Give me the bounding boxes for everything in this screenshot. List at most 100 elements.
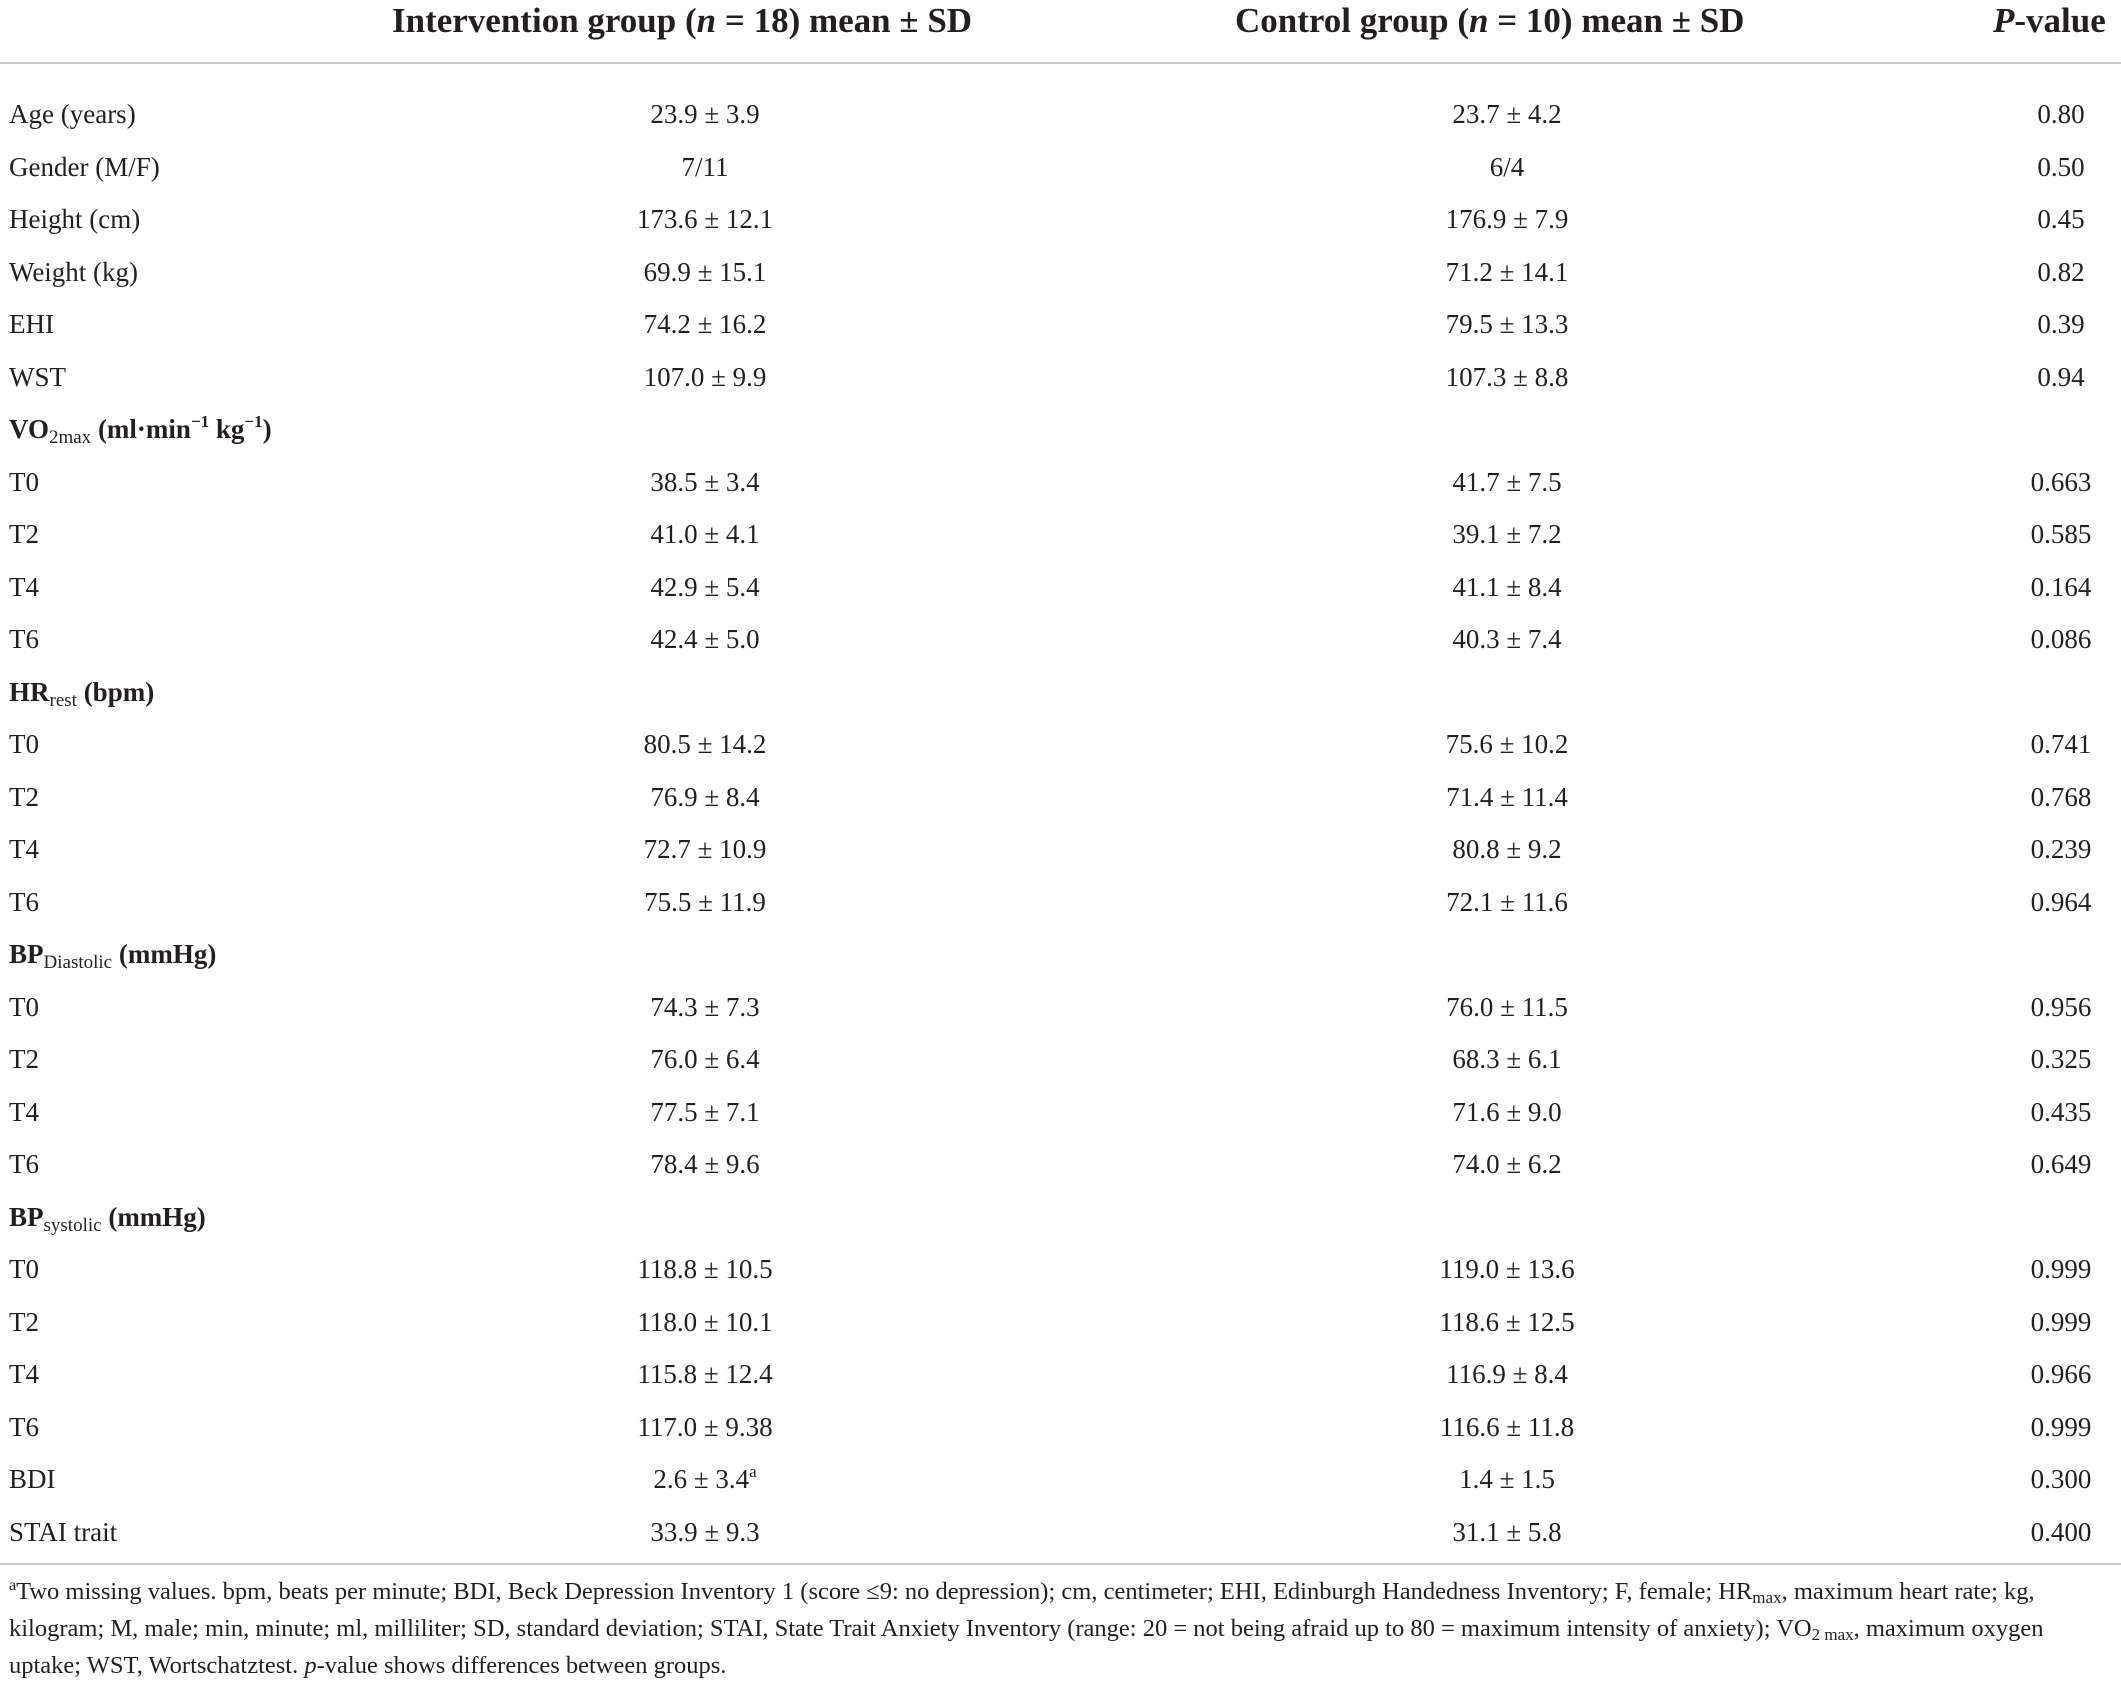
- intervention-value: 69.9 ± 15.1: [643, 256, 767, 287]
- row-label: T0: [9, 1254, 39, 1284]
- footnote-marker: a: [749, 1462, 757, 1481]
- intervention-value: 7/11: [681, 151, 729, 182]
- intervention-value: 80.5 ± 14.2: [643, 729, 767, 759]
- p-value: 0.956: [2030, 991, 2092, 1022]
- control-value: 71.6 ± 9.0: [1452, 1096, 1562, 1127]
- section-header-hr-rest: HRrest (bpm): [0, 666, 2121, 719]
- p-value: 0.768: [2030, 781, 2092, 812]
- row-label: T6: [9, 886, 39, 917]
- control-value: 74.0 ± 6.2: [1452, 1149, 1562, 1179]
- row-label: T2: [9, 781, 39, 812]
- p-value: 0.80: [2037, 99, 2085, 129]
- table-row: Height (cm) 173.6 ± 12.1 176.9 ± 7.9 0.4…: [0, 193, 2121, 246]
- row-label: STAI trait: [9, 1516, 118, 1547]
- p-value: 0.999: [2030, 1306, 2092, 1337]
- section-header-bp-systolic: BPsystolic (mmHg): [0, 1191, 2121, 1244]
- row-label: T0: [9, 991, 39, 1022]
- control-value: 79.5 ± 13.3: [1445, 309, 1569, 339]
- row-label: T0: [9, 466, 39, 497]
- p-value: 0.39: [2037, 309, 2085, 339]
- intervention-value: 118.0 ± 10.1: [637, 1306, 773, 1337]
- table-row: T6 78.4 ± 9.6 74.0 ± 6.2 0.649: [0, 1138, 2121, 1191]
- intervention-value: 118.8 ± 10.5: [637, 1254, 773, 1284]
- row-label: Age (years): [9, 99, 136, 129]
- intervention-value: 72.7 ± 10.9: [643, 834, 767, 864]
- section-header-bp-diastolic: BPDiastolic (mmHg): [0, 928, 2121, 981]
- p-value: 0.94: [2037, 361, 2085, 392]
- header-p-value: P-value: [1993, 1, 2106, 40]
- section-title: BPsystolic (mmHg): [9, 1201, 206, 1236]
- row-label: EHI: [9, 309, 54, 339]
- intervention-value: 115.8 ± 12.4: [637, 1359, 773, 1389]
- p-value: 0.300: [2030, 1464, 2092, 1494]
- control-value: 80.8 ± 9.2: [1452, 834, 1562, 864]
- control-value: 39.1 ± 7.2: [1452, 519, 1562, 549]
- intervention-value: 75.5 ± 11.9: [644, 886, 766, 917]
- intervention-value: 77.5 ± 7.1: [650, 1096, 760, 1127]
- table-row: T0 80.5 ± 14.2 75.6 ± 10.2 0.741: [0, 718, 2121, 771]
- header-control: Control group (n = 10) mean ± SD: [1235, 1, 1745, 40]
- control-value: 6/4: [1489, 151, 1525, 182]
- control-value: 1.4 ± 1.5: [1459, 1464, 1555, 1494]
- table-row: Age (years) 23.9 ± 3.9 23.7 ± 4.2 0.80: [0, 88, 2121, 141]
- intervention-value: 38.5 ± 3.4: [650, 466, 760, 497]
- row-label: Weight (kg): [9, 256, 139, 287]
- table-row: T2 76.9 ± 8.4 71.4 ± 11.4 0.768: [0, 771, 2121, 824]
- control-value: 41.1 ± 8.4: [1452, 571, 1562, 602]
- table-row: T6 117.0 ± 9.38 116.6 ± 11.8 0.999: [0, 1401, 2121, 1454]
- table-row: T4 77.5 ± 7.1 71.6 ± 9.0 0.435: [0, 1086, 2121, 1139]
- row-label: T6: [9, 624, 39, 654]
- table-row: T4 115.8 ± 12.4 116.9 ± 8.4 0.966: [0, 1348, 2121, 1401]
- intervention-value: 107.0 ± 9.9: [643, 361, 767, 392]
- control-value: 72.1 ± 11.6: [1446, 886, 1568, 917]
- p-value: 0.086: [2030, 624, 2092, 654]
- p-value: 0.663: [2030, 466, 2092, 497]
- row-label: T4: [9, 1359, 39, 1389]
- table-row: WST 107.0 ± 9.9 107.3 ± 8.8 0.94: [0, 351, 2121, 404]
- p-value: 0.585: [2030, 519, 2092, 549]
- control-value: 40.3 ± 7.4: [1452, 624, 1562, 654]
- row-label: T0: [9, 729, 39, 759]
- control-value: 71.2 ± 14.1: [1445, 256, 1569, 287]
- table-row: T2 76.0 ± 6.4 68.3 ± 6.1 0.325: [0, 1033, 2121, 1086]
- table-row: T6 42.4 ± 5.0 40.3 ± 7.4 0.086: [0, 613, 2121, 666]
- p-value: 0.82: [2037, 256, 2085, 287]
- p-value: 0.400: [2030, 1516, 2092, 1547]
- intervention-value: 33.9 ± 9.3: [650, 1516, 760, 1547]
- control-value: 116.9 ± 8.4: [1446, 1359, 1568, 1389]
- control-value: 31.1 ± 5.8: [1452, 1516, 1562, 1547]
- table-row: T0 38.5 ± 3.4 41.7 ± 7.5 0.663: [0, 456, 2121, 509]
- intervention-value: 23.9 ± 3.9: [650, 99, 760, 129]
- control-value: 41.7 ± 7.5: [1452, 466, 1562, 497]
- p-value: 0.999: [2030, 1411, 2092, 1442]
- row-label: T4: [9, 834, 39, 864]
- section-title: VO2max (ml·min−1 kg−1): [9, 412, 272, 448]
- row-label: T4: [9, 1096, 39, 1127]
- intervention-value: 78.4 ± 9.6: [650, 1149, 760, 1179]
- table-row: T4 72.7 ± 10.9 80.8 ± 9.2 0.239: [0, 823, 2121, 876]
- header-intervention: Intervention group (n = 18) mean ± SD: [392, 1, 973, 40]
- intervention-value: 74.2 ± 16.2: [643, 309, 767, 339]
- section-title: HRrest (bpm): [9, 676, 155, 711]
- intervention-value: 41.0 ± 4.1: [650, 519, 760, 549]
- row-label: T6: [9, 1149, 39, 1179]
- p-value: 0.999: [2030, 1254, 2092, 1284]
- row-label: T4: [9, 571, 39, 602]
- table-row: T2 118.0 ± 10.1 118.6 ± 12.5 0.999: [0, 1296, 2121, 1349]
- table-row: T0 118.8 ± 10.5 119.0 ± 13.6 0.999: [0, 1243, 2121, 1296]
- row-label: Height (cm): [9, 204, 141, 234]
- table-row: Gender (M/F) 7/11 6/4 0.50: [0, 141, 2121, 194]
- control-value: 71.4 ± 11.4: [1446, 781, 1568, 812]
- p-value: 0.964: [2030, 886, 2092, 917]
- row-label: T2: [9, 1306, 39, 1337]
- table-row-bdi: BDI 2.6 ± 3.4a 1.4 ± 1.5 0.300: [0, 1453, 2121, 1506]
- control-value: 119.0 ± 13.6: [1439, 1254, 1575, 1284]
- intervention-value: 42.9 ± 5.4: [650, 571, 760, 602]
- intervention-value: 2.6 ± 3.4a: [653, 1462, 757, 1494]
- row-label: T2: [9, 519, 39, 549]
- table-footnote: aTwo missing values. bpm, beats per minu…: [9, 1577, 2044, 1680]
- header-rule: [0, 62, 2121, 64]
- p-value: 0.45: [2037, 204, 2085, 234]
- p-value: 0.239: [2030, 834, 2092, 864]
- p-value: 0.164: [2030, 571, 2092, 602]
